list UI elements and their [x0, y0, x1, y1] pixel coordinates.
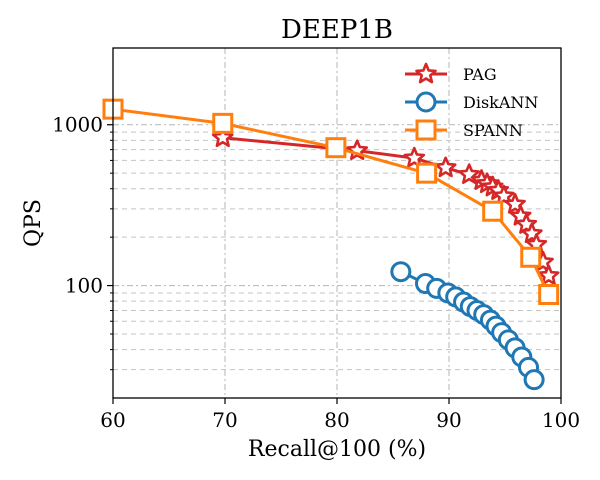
spann-marker — [212, 112, 234, 134]
pag-marker — [537, 264, 560, 286]
diskann-marker — [523, 369, 545, 391]
y-tick-label: 1000 — [52, 113, 103, 137]
y-axis-label: QPS — [21, 199, 46, 247]
spann-marker — [325, 137, 347, 159]
legend-item-pag: PAG — [405, 62, 497, 84]
legend-item-spann: SPANN — [405, 119, 523, 141]
x-tick-label: 60 — [100, 408, 125, 432]
legend-label-diskann: DiskANN — [463, 93, 538, 112]
axis-ticks: 60 70 80 90 100 100 1000 — [52, 113, 580, 432]
pag-marker — [434, 156, 457, 178]
x-tick-label: 80 — [324, 408, 349, 432]
legend-marker-diskann — [415, 91, 437, 113]
x-tick-label: 70 — [212, 408, 237, 432]
pag-marker — [458, 163, 481, 184]
pag-marker — [211, 126, 234, 148]
spann-marker — [520, 246, 542, 268]
series-layer — [102, 98, 560, 391]
legend-marker-spann — [415, 119, 437, 141]
spann-marker — [416, 162, 438, 184]
legend-marker-pag — [415, 62, 437, 84]
y-tick-label: 100 — [65, 274, 103, 298]
legend-item-diskann: DiskANN — [405, 91, 538, 113]
legend-label-spann: SPANN — [463, 121, 523, 140]
x-axis-label: Recall@100 (%) — [248, 437, 426, 462]
grid — [113, 48, 561, 398]
legend: PAG DiskANN SPANN — [405, 62, 538, 141]
spann-marker — [482, 200, 504, 222]
spann-marker — [538, 284, 560, 306]
x-tick-label: 90 — [436, 408, 461, 432]
diskann-marker — [390, 261, 412, 283]
series-spann — [102, 98, 560, 306]
legend-label-pag: PAG — [463, 65, 497, 84]
pag-marker — [403, 146, 426, 168]
x-tick-label: 100 — [542, 408, 580, 432]
chart-title: DEEP1B — [281, 15, 393, 45]
series-diskann — [390, 261, 545, 391]
series-pag — [211, 126, 560, 286]
